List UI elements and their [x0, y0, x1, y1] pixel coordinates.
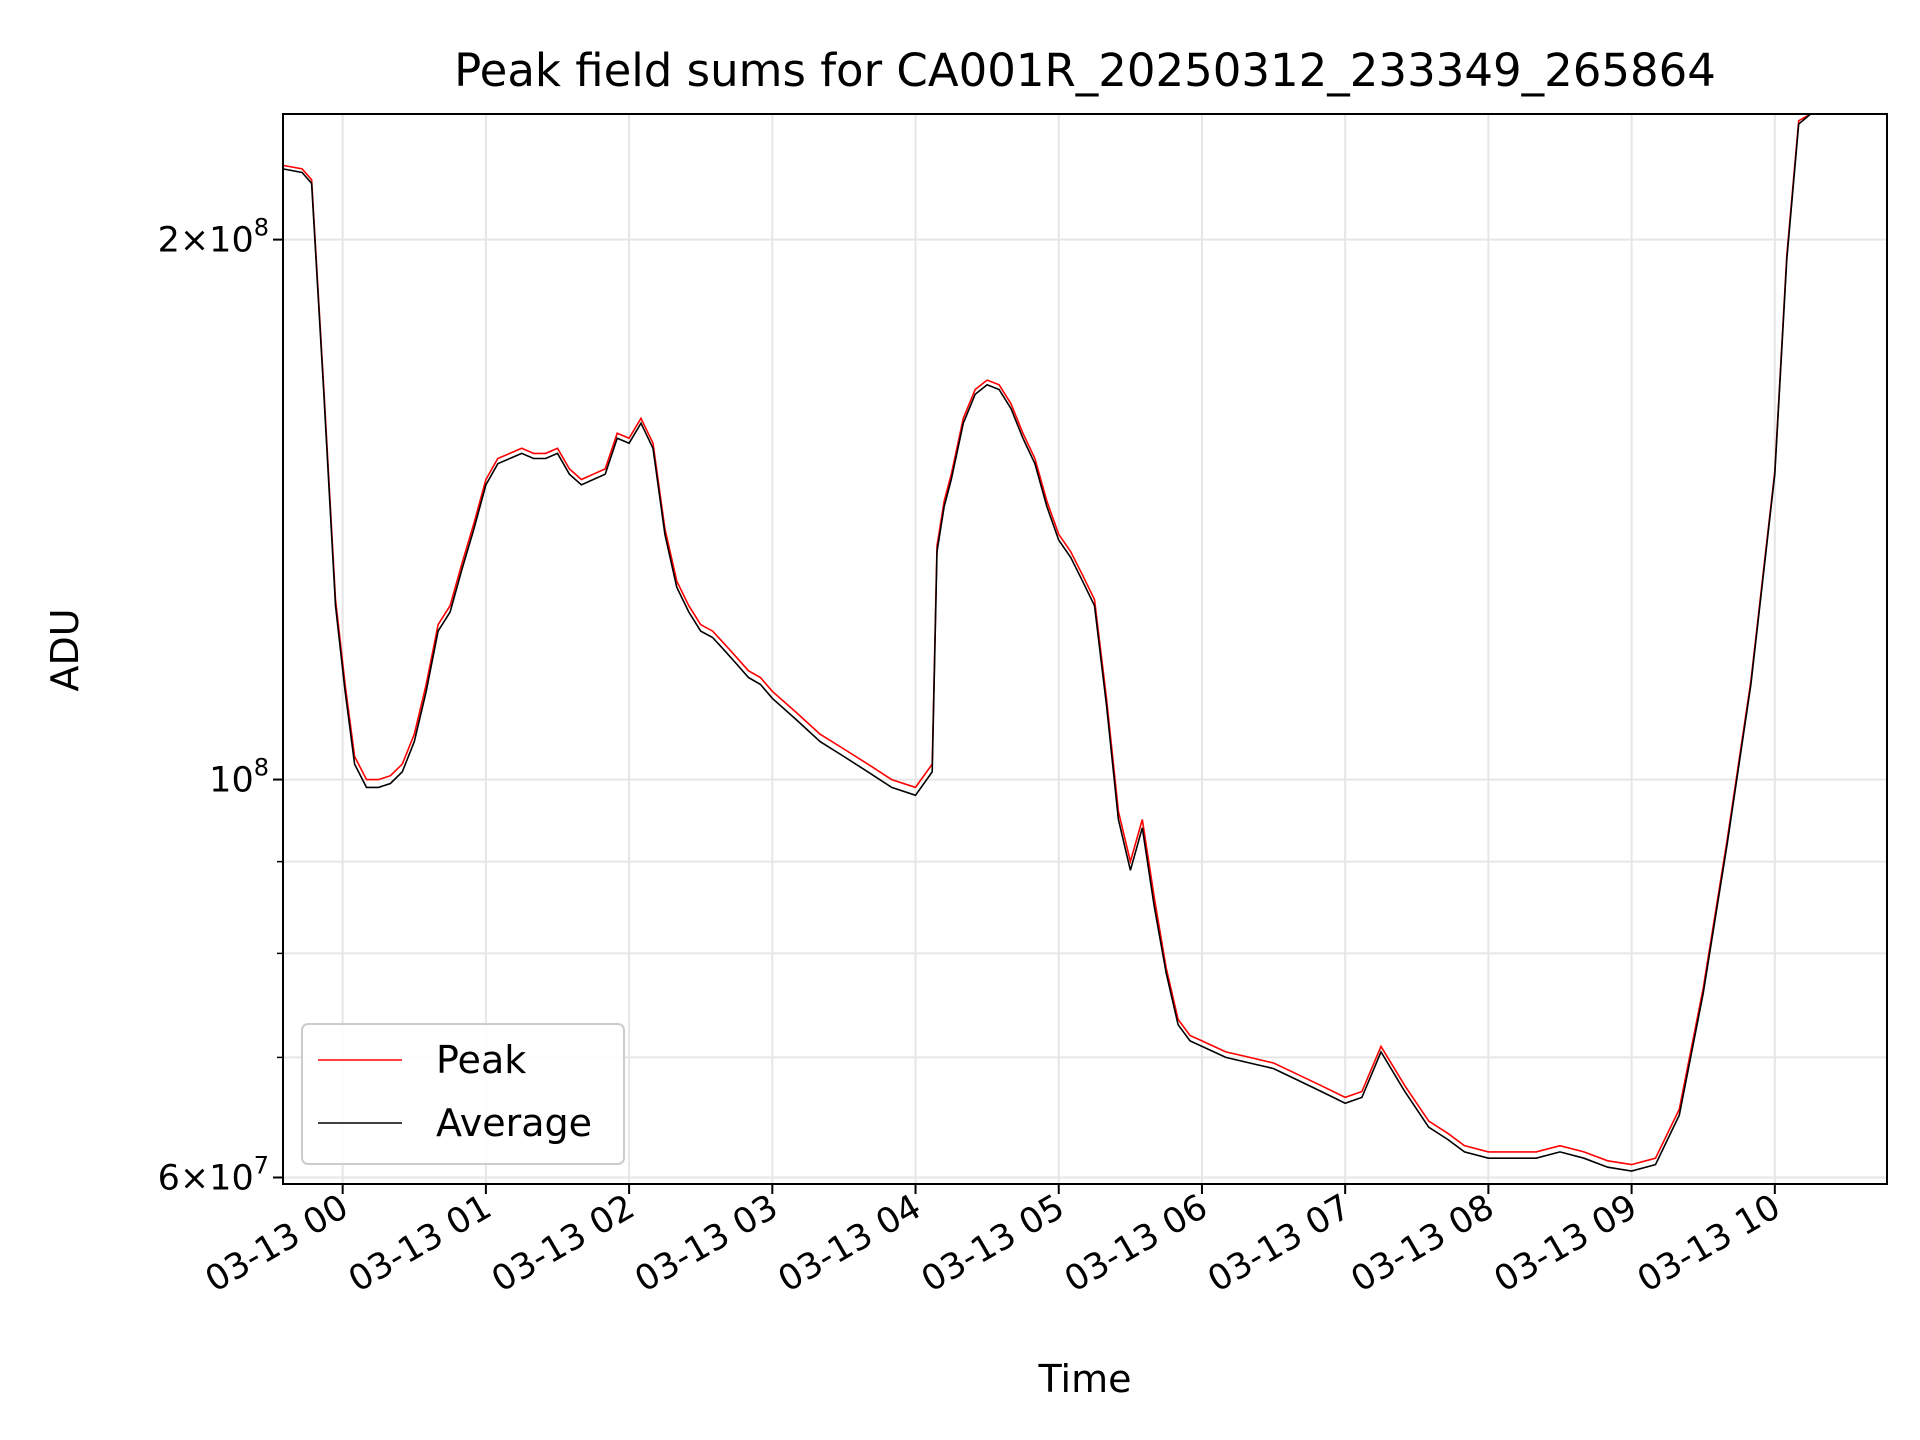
- average-series-line: [282, 113, 1812, 1172]
- x-tick-label: 03-13 03: [629, 1187, 785, 1300]
- peak-series-line: [282, 113, 1811, 1166]
- y-tick-label: 108: [209, 754, 269, 801]
- x-tick-label: 03-13 02: [485, 1187, 641, 1300]
- x-axis-label: Time: [1038, 1357, 1132, 1401]
- x-tick-label: 03-13 04: [772, 1187, 928, 1300]
- y-tick-label: 6×107: [158, 1151, 269, 1198]
- legend-box: [301, 1023, 625, 1165]
- grid-lines: [283, 114, 1887, 1184]
- x-tick-label: 03-13 05: [915, 1187, 1071, 1300]
- x-tick-label: 03-13 00: [199, 1187, 355, 1300]
- chart-title: Peak field sums for CA001R_20250312_2333…: [454, 44, 1716, 97]
- y-tick-label: 2×108: [158, 214, 269, 261]
- legend-label-peak: Peak: [436, 1038, 526, 1082]
- x-tick-label: 03-13 01: [342, 1187, 498, 1300]
- legend: Peak Average: [301, 1023, 625, 1165]
- y-axis-label: ADU: [43, 608, 87, 691]
- x-tick-label: 03-13 07: [1201, 1187, 1357, 1300]
- x-tick-label: 03-13 06: [1058, 1187, 1214, 1300]
- x-tick-label: 03-13 08: [1345, 1187, 1501, 1300]
- plot-frame: [282, 113, 1888, 1185]
- x-tick-label: 03-13 09: [1488, 1187, 1644, 1300]
- x-tick-label: 03-13 10: [1631, 1187, 1787, 1300]
- legend-label-average: Average: [436, 1101, 592, 1145]
- y-axis: 6×107 108 2×108: [158, 214, 283, 1198]
